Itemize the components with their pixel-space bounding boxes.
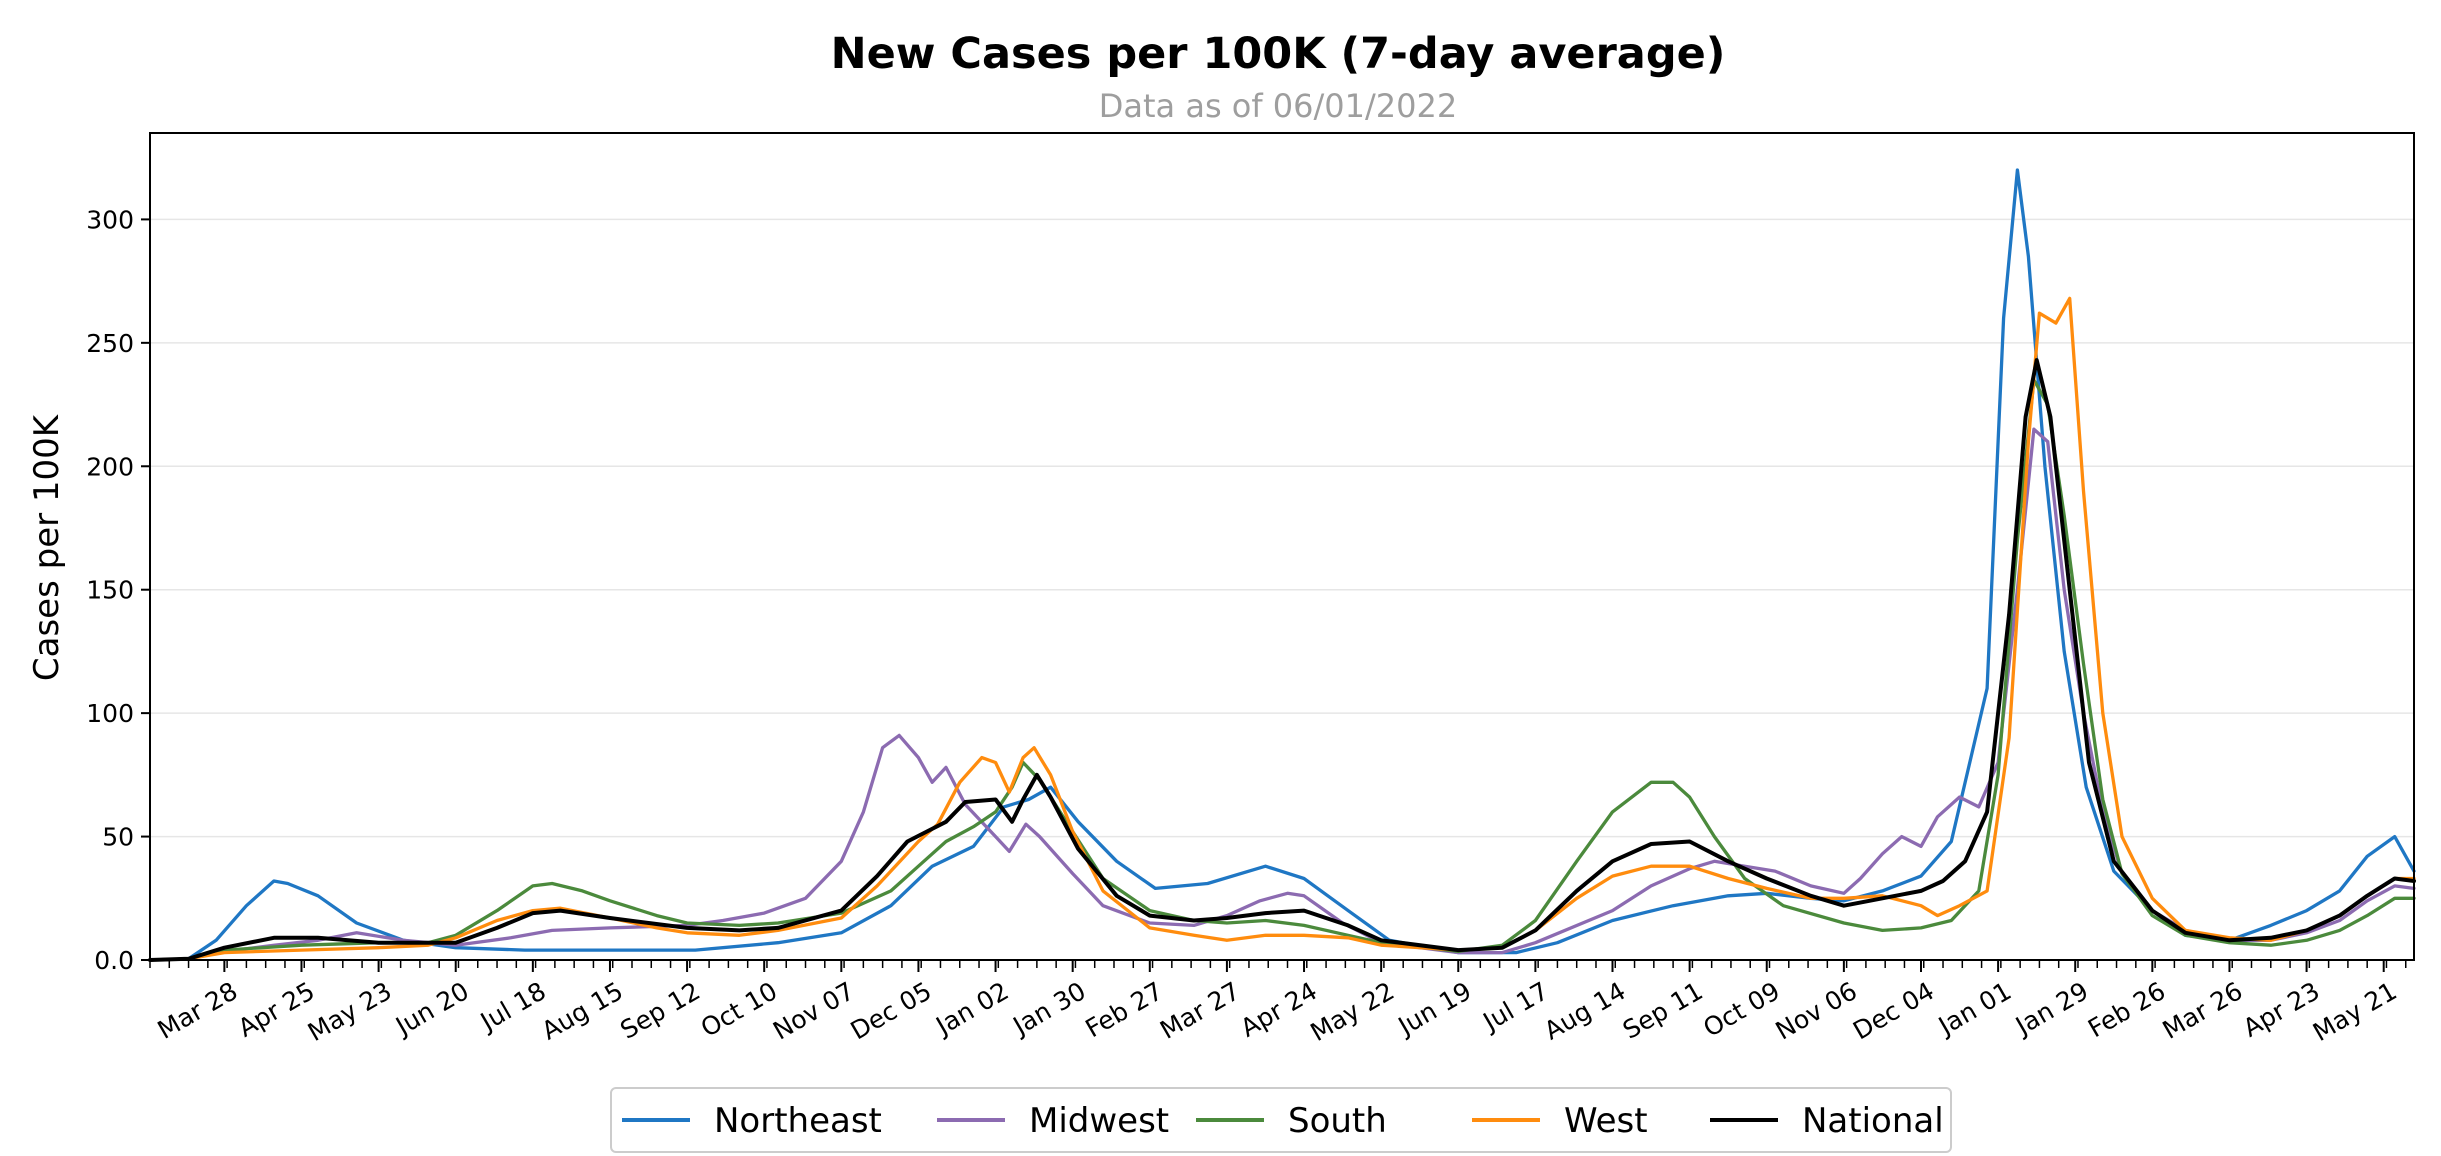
legend-label-midwest: Midwest	[1029, 1101, 1169, 1141]
y-tick-label: 50	[102, 823, 134, 852]
legend-box	[610, 1087, 1952, 1153]
series-line-national	[148, 358, 2416, 962]
y-tick-label: 250	[86, 329, 134, 358]
y-tick-label: 0.0	[94, 946, 134, 975]
legend: Northeast Midwest South West National	[610, 1087, 1952, 1153]
series-line-west	[148, 296, 2416, 962]
axes	[149, 132, 2415, 961]
y-tick-label: 200	[86, 452, 134, 481]
y-ticks: 0.0 50 100 150 200 250 300	[86, 205, 150, 975]
legend-label-northeast: Northeast	[714, 1101, 882, 1141]
legend-label-national: National	[1802, 1101, 1944, 1141]
y-tick-label: 300	[86, 205, 134, 234]
chart-title: New Cases per 100K (7-day average)	[831, 29, 1726, 79]
y-tick-label: 100	[86, 699, 134, 728]
y-tick-label: 150	[86, 576, 134, 605]
legend-label-south: South	[1288, 1101, 1387, 1141]
gridlines	[150, 218, 2414, 838]
series-line-south	[148, 378, 2416, 962]
series-lines	[148, 168, 2416, 962]
y-axis-label: Cases per 100K	[27, 413, 67, 681]
chart-subtitle: Data as of 06/01/2022	[1099, 87, 1457, 125]
legend-label-west: West	[1564, 1101, 1648, 1141]
plot-frame	[149, 132, 2415, 961]
